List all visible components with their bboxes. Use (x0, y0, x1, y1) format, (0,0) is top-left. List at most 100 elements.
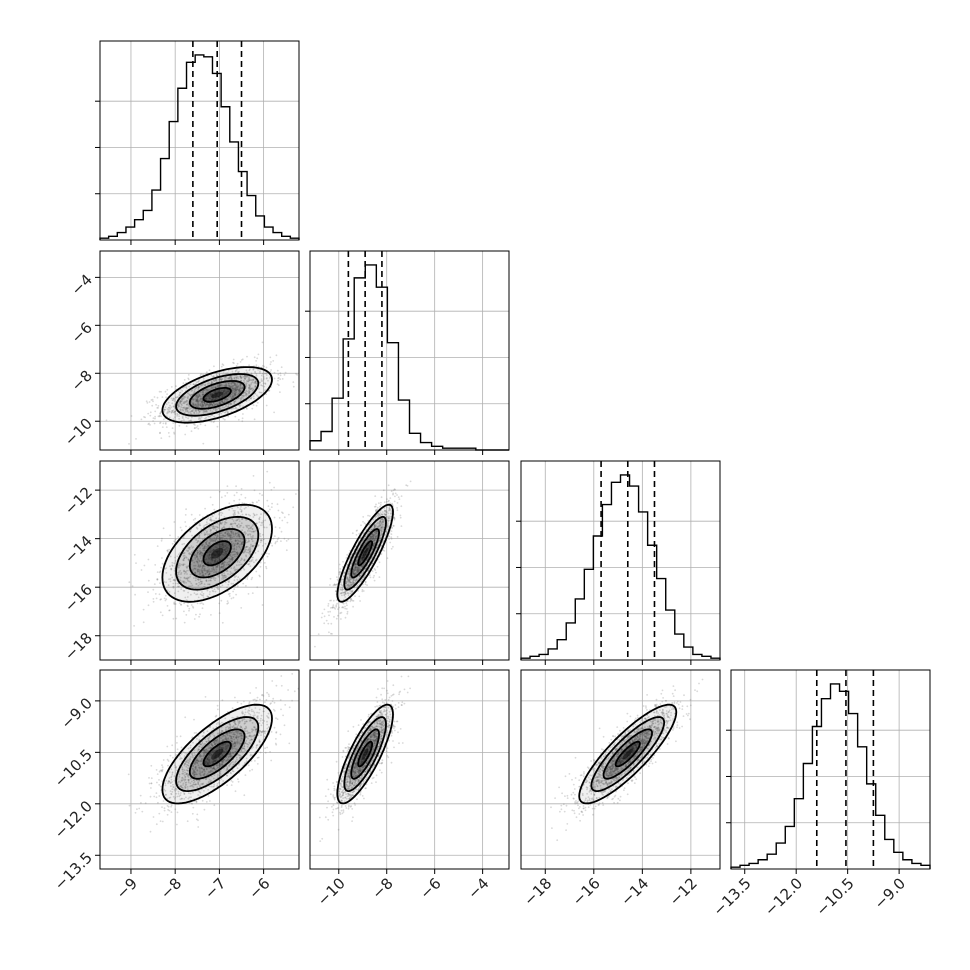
scatter-point (385, 510, 388, 513)
scatter-point (155, 403, 158, 406)
scatter-point (278, 527, 281, 529)
scatter-point (173, 411, 176, 413)
scatter-point (208, 557, 211, 560)
scatter-point (253, 388, 255, 391)
scatter-point (194, 564, 197, 567)
scatter-point (160, 415, 163, 418)
scatter-point (219, 378, 222, 380)
scatter-point (381, 513, 384, 516)
scatter-point (186, 407, 189, 410)
scatter-point (248, 364, 251, 367)
scatter-point (251, 389, 254, 392)
scatter-point (225, 404, 228, 407)
scatter-point (231, 558, 234, 560)
scatter-point (259, 535, 262, 538)
scatter-point (228, 534, 231, 537)
scatter-point (385, 513, 387, 516)
scatter-point (248, 379, 251, 382)
scatter-point (368, 538, 371, 541)
scatter-point (225, 393, 228, 396)
scatter-point (131, 585, 134, 588)
scatter-point (386, 557, 389, 560)
scatter-point (183, 400, 186, 403)
scatter-point (243, 558, 246, 561)
scatter-point (218, 374, 221, 376)
scatter-point (156, 396, 159, 399)
scatter-point (230, 385, 233, 388)
scatter-point (253, 544, 255, 547)
scatter-point (341, 606, 344, 608)
scatter-point (341, 584, 343, 587)
scatter-point (222, 364, 225, 367)
scatter-point (167, 408, 170, 411)
scatter-point (380, 501, 382, 504)
scatter-point (194, 579, 197, 582)
scatter-point (201, 400, 204, 402)
scatter-point (292, 385, 295, 388)
scatter-point (206, 530, 209, 533)
scatter-point (197, 565, 200, 568)
scatter-point (245, 513, 247, 516)
scatter-point (239, 375, 242, 378)
scatter-point (194, 568, 197, 570)
scatter-point (187, 605, 189, 608)
scatter-point (371, 533, 374, 535)
scatter-point (188, 385, 191, 388)
scatter-point (237, 542, 239, 545)
scatter-point (233, 499, 236, 502)
scatter-point (148, 422, 151, 425)
scatter-point (186, 578, 189, 580)
scatter-point (207, 570, 209, 573)
scatter-point (353, 570, 356, 572)
scatter-point (205, 543, 208, 545)
scatter-point (380, 526, 383, 529)
scatter-point (194, 571, 197, 574)
scatter-point (229, 536, 232, 538)
scatter-point (379, 505, 381, 508)
scatter-point (240, 524, 242, 527)
scatter-point (232, 531, 234, 534)
scatter-point (174, 410, 177, 413)
scatter-point (380, 524, 383, 526)
scatter-point (252, 395, 255, 398)
scatter-point (375, 530, 377, 533)
scatter-point (362, 520, 364, 523)
scatter-point (228, 376, 231, 379)
scatter-point (349, 569, 352, 571)
scatter-point (213, 576, 215, 579)
scatter-point (260, 539, 262, 542)
scatter-point (254, 386, 257, 389)
scatter-point (230, 377, 233, 380)
scatter-point (247, 513, 250, 516)
scatter-point (226, 550, 229, 552)
scatter-point (239, 383, 242, 385)
scatter-point (187, 374, 190, 376)
scatter-point (211, 403, 214, 406)
scatter-point (216, 398, 218, 400)
scatter-point (279, 372, 282, 375)
scatter-point (199, 547, 202, 549)
scatter-point (199, 565, 202, 567)
scatter-point (222, 390, 225, 393)
scatter-point (372, 535, 374, 538)
scatter-point (159, 582, 161, 584)
scatter-point (236, 375, 239, 378)
scatter-point (245, 384, 248, 387)
scatter-point (251, 540, 254, 543)
scatter-point (231, 525, 234, 528)
scatter-point (188, 548, 191, 551)
scatter-point (179, 569, 182, 572)
scatter-point (238, 389, 240, 391)
scatter-point (178, 394, 181, 397)
scatter-point (180, 572, 183, 574)
scatter-point (335, 617, 338, 620)
scatter-point (231, 378, 234, 381)
scatter-point (221, 574, 224, 577)
scatter-point (394, 488, 396, 491)
scatter-point (224, 401, 226, 403)
scatter-point (198, 573, 201, 576)
scatter-point (214, 559, 217, 562)
scatter-point (202, 389, 205, 392)
scatter-point (280, 366, 283, 369)
scatter-point (241, 517, 244, 520)
